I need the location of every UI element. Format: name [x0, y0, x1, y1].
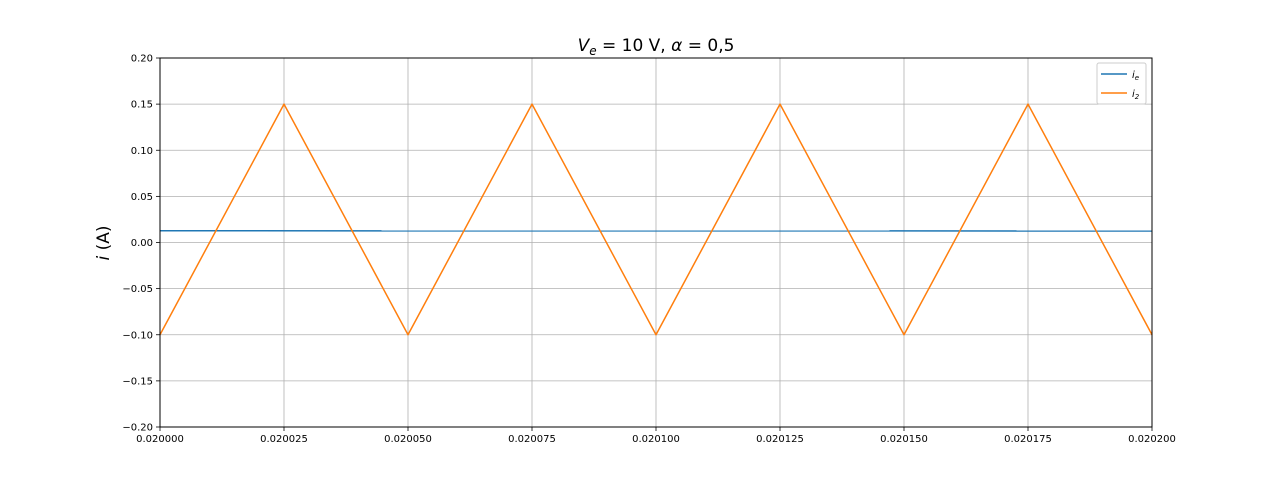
x-tick-label: 0.020200	[1128, 434, 1176, 445]
y-tick-label: 0.10	[131, 146, 153, 157]
chart-title: Ve = 10 V, α = 0,5	[578, 36, 735, 58]
y-tick-label: 0.20	[131, 54, 153, 65]
series-line-i2	[159, 103, 1153, 336]
x-tick-label: 0.020150	[880, 434, 928, 445]
y-tick-label: −0.15	[122, 376, 153, 387]
y-axis-label: i (A)	[94, 225, 114, 260]
x-tick-label: 0.020075	[508, 434, 556, 445]
y-tick-label: −0.10	[122, 330, 153, 341]
legend: ie i2	[1096, 62, 1147, 105]
axis-ticks: 0.020000 0.020025 0.020050 0.020075 0.020100…	[122, 54, 1176, 446]
y-tick-label: 0.00	[131, 238, 153, 249]
y-tick-label: −0.20	[122, 423, 153, 434]
x-tick-label: 0.020000	[136, 434, 184, 445]
legend-label-i2: i2	[1132, 89, 1140, 101]
x-tick-label: 0.020125	[756, 434, 804, 445]
series-group	[159, 103, 1153, 336]
legend-label-ie: ie	[1132, 70, 1139, 82]
y-tick-label: 0.05	[131, 192, 153, 203]
x-tick-label: 0.020050	[384, 434, 432, 445]
x-tick-label: 0.020175	[1004, 434, 1052, 445]
y-tick-label: −0.05	[122, 284, 153, 295]
y-tick-label: 0.15	[131, 100, 153, 111]
x-tick-label: 0.020025	[260, 434, 308, 445]
x-tick-label: 0.020100	[632, 434, 680, 445]
